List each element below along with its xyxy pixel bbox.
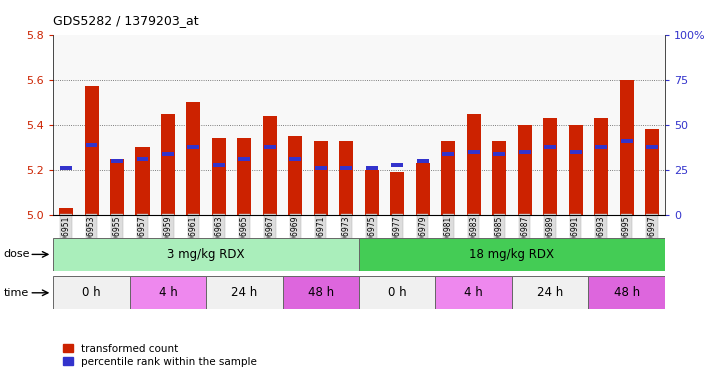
Text: GSM306997: GSM306997: [648, 215, 656, 262]
Text: GSM306953: GSM306953: [87, 215, 96, 262]
Bar: [137, 157, 149, 161]
Bar: [417, 159, 429, 163]
Text: 24 h: 24 h: [537, 286, 563, 299]
Legend: transformed count, percentile rank within the sample: transformed count, percentile rank withi…: [58, 340, 262, 371]
Text: GSM306987: GSM306987: [520, 215, 529, 262]
Bar: [512, 276, 589, 309]
Text: GSM306969: GSM306969: [291, 215, 300, 262]
Text: 48 h: 48 h: [614, 286, 640, 299]
Bar: [289, 136, 302, 215]
Text: GSM306955: GSM306955: [112, 215, 122, 262]
Text: GSM306957: GSM306957: [138, 215, 147, 262]
Bar: [85, 143, 97, 147]
Text: GSM306991: GSM306991: [571, 215, 580, 262]
Bar: [136, 147, 149, 215]
Bar: [492, 141, 506, 215]
Text: GSM306979: GSM306979: [418, 215, 427, 262]
Bar: [442, 152, 454, 156]
Text: 18 mg/kg RDX: 18 mg/kg RDX: [469, 248, 555, 261]
Text: GSM306951: GSM306951: [62, 215, 70, 262]
Bar: [59, 208, 73, 215]
Text: GSM306989: GSM306989: [545, 215, 555, 262]
Bar: [594, 118, 608, 215]
Bar: [111, 159, 123, 163]
Bar: [621, 139, 633, 142]
Bar: [391, 164, 403, 167]
Text: GSM306975: GSM306975: [368, 215, 376, 262]
Bar: [442, 141, 455, 215]
Bar: [518, 125, 532, 215]
Bar: [129, 276, 206, 309]
Text: GSM306985: GSM306985: [495, 215, 503, 262]
Bar: [238, 157, 250, 161]
Text: GSM306993: GSM306993: [597, 215, 606, 262]
Bar: [237, 138, 252, 215]
Text: 48 h: 48 h: [308, 286, 334, 299]
Bar: [619, 80, 634, 215]
Text: GSM306983: GSM306983: [469, 215, 479, 262]
Text: 24 h: 24 h: [231, 286, 257, 299]
Bar: [110, 159, 124, 215]
Text: 4 h: 4 h: [464, 286, 483, 299]
Bar: [206, 276, 283, 309]
Bar: [339, 141, 353, 215]
Text: GDS5282 / 1379203_at: GDS5282 / 1379203_at: [53, 14, 199, 27]
Bar: [390, 172, 405, 215]
Bar: [186, 102, 201, 215]
Text: GSM306959: GSM306959: [164, 215, 173, 262]
Bar: [359, 276, 435, 309]
Bar: [468, 150, 480, 154]
Bar: [589, 276, 665, 309]
Bar: [289, 157, 301, 161]
Text: GSM306977: GSM306977: [392, 215, 402, 262]
Bar: [213, 164, 225, 167]
Bar: [359, 238, 665, 271]
Text: 4 h: 4 h: [159, 286, 177, 299]
Bar: [53, 238, 359, 271]
Bar: [60, 166, 72, 170]
Bar: [493, 152, 505, 156]
Bar: [570, 150, 582, 154]
Bar: [543, 118, 557, 215]
Text: GSM306963: GSM306963: [215, 215, 223, 262]
Bar: [212, 138, 226, 215]
Bar: [416, 163, 429, 215]
Text: GSM306965: GSM306965: [240, 215, 249, 262]
Bar: [595, 146, 607, 149]
Text: 0 h: 0 h: [82, 286, 101, 299]
Bar: [188, 146, 199, 149]
Text: 0 h: 0 h: [388, 286, 407, 299]
Bar: [519, 150, 530, 154]
Bar: [162, 152, 174, 156]
Text: dose: dose: [4, 249, 30, 260]
Bar: [341, 166, 352, 170]
Bar: [85, 86, 99, 215]
Bar: [365, 170, 379, 215]
Text: GSM306995: GSM306995: [622, 215, 631, 262]
Bar: [161, 114, 175, 215]
Text: 3 mg/kg RDX: 3 mg/kg RDX: [167, 248, 245, 261]
Bar: [53, 276, 129, 309]
Bar: [435, 276, 512, 309]
Bar: [314, 141, 328, 215]
Bar: [283, 276, 359, 309]
Bar: [569, 125, 582, 215]
Bar: [544, 146, 556, 149]
Bar: [263, 116, 277, 215]
Text: GSM306961: GSM306961: [189, 215, 198, 262]
Bar: [466, 114, 481, 215]
Bar: [646, 146, 658, 149]
Bar: [315, 166, 327, 170]
Bar: [645, 129, 659, 215]
Text: GSM306981: GSM306981: [444, 215, 453, 262]
Text: time: time: [4, 288, 29, 298]
Text: GSM306971: GSM306971: [316, 215, 326, 262]
Text: GSM306967: GSM306967: [265, 215, 274, 262]
Bar: [366, 166, 378, 170]
Bar: [264, 146, 276, 149]
Text: GSM306973: GSM306973: [342, 215, 351, 262]
